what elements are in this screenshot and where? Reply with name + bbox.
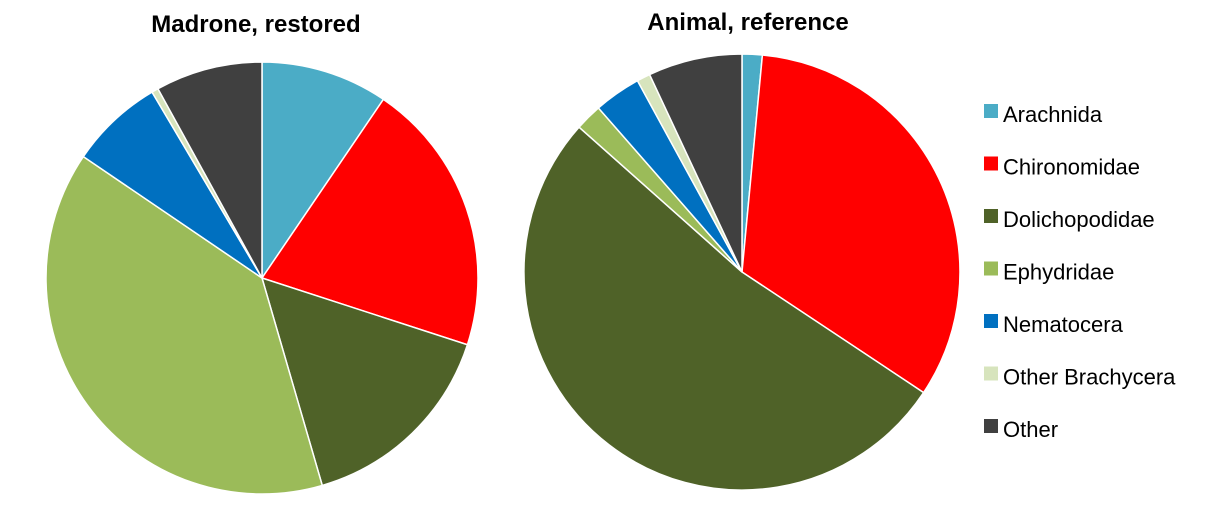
pie-slice-dolichopodidae	[260, 276, 469, 487]
legend-swatch-ephydridae	[984, 261, 998, 276]
chart-title-madrone-restored: Madrone, restored	[151, 11, 360, 38]
pie-animal-reference	[523, 53, 961, 491]
legend-swatch-other-brachycera	[984, 366, 998, 381]
legend-label-nematocera: Nematocera	[1003, 312, 1124, 337]
pie-slice-other	[648, 53, 743, 273]
pie-slice-chironomidae	[741, 54, 961, 394]
legend-swatch-chironomidae	[984, 156, 998, 171]
legend-label-other: Other	[1003, 417, 1058, 442]
legend-label-ephydridae: Ephydridae	[1003, 260, 1114, 285]
legend-label-chironomidae: Chironomidae	[1003, 155, 1140, 180]
pie-madrone-restored	[45, 61, 479, 495]
pie-slice-chironomidae	[260, 98, 479, 346]
legend-label-dolichopodidae: Dolichopodidae	[1003, 207, 1155, 232]
legend-swatch-nematocera	[984, 314, 998, 328]
pie-slice-arachnida	[261, 61, 385, 281]
legend-label-other-brachycera: Other Brachycera	[1003, 365, 1176, 390]
pie-slice-other	[156, 61, 263, 279]
legend: Arachnida Chironomidae Dolichopodidae Ephyd…	[984, 102, 1176, 442]
legend-label-arachnida: Arachnida	[1003, 102, 1103, 127]
pie-slice-ephydridae	[45, 155, 324, 495]
legend-swatch-arachnida	[984, 104, 998, 118]
pie-slice-dolichopodidae	[523, 126, 925, 491]
legend-swatch-dolichopodidae	[984, 209, 998, 223]
legend-swatch-other	[984, 419, 998, 433]
chart-title-animal-reference: Animal, reference	[647, 9, 848, 36]
